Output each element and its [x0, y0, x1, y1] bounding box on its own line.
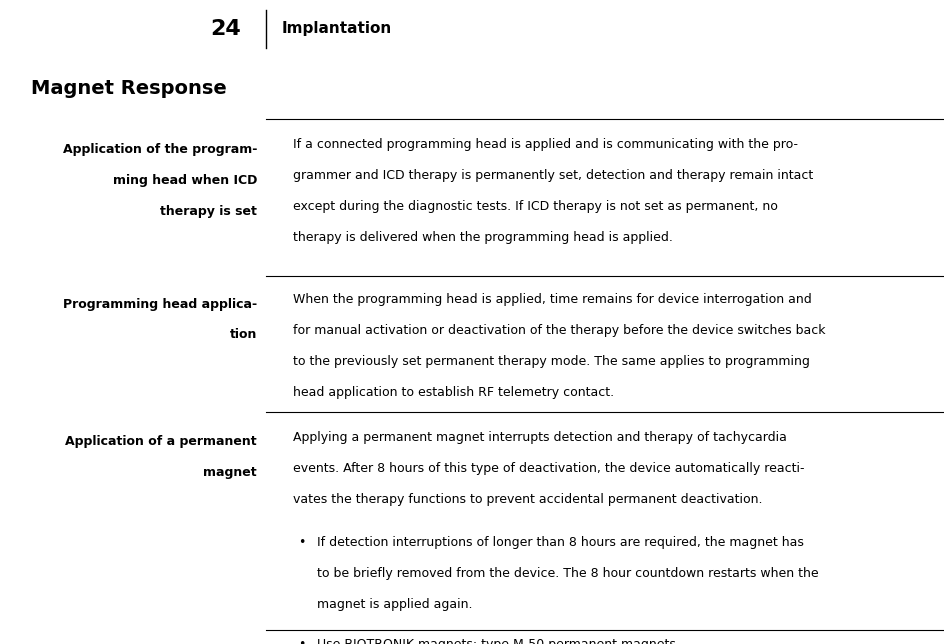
Text: Application of the program-: Application of the program-	[62, 143, 257, 156]
Text: for manual activation or deactivation of the therapy before the device switches : for manual activation or deactivation of…	[293, 324, 824, 337]
Text: 24: 24	[210, 19, 241, 39]
Text: Magnet Response: Magnet Response	[31, 79, 227, 99]
Text: tion: tion	[229, 328, 257, 341]
Text: When the programming head is applied, time remains for device interrogation and: When the programming head is applied, ti…	[293, 293, 811, 306]
Text: ming head when ICD: ming head when ICD	[112, 174, 257, 187]
Text: to be briefly removed from the device. The 8 hour countdown restarts when the: to be briefly removed from the device. T…	[316, 567, 818, 580]
Text: magnet is applied again.: magnet is applied again.	[316, 598, 472, 611]
Text: Applying a permanent magnet interrupts detection and therapy of tachycardia: Applying a permanent magnet interrupts d…	[293, 431, 786, 444]
Text: Use BIOTRONIK magnets: type M-50 permanent magnets.: Use BIOTRONIK magnets: type M-50 permane…	[316, 638, 679, 644]
Text: therapy is set: therapy is set	[160, 205, 257, 218]
Text: If a connected programming head is applied and is communicating with the pro-: If a connected programming head is appli…	[293, 138, 797, 151]
Text: events. After 8 hours of this type of deactivation, the device automatically rea: events. After 8 hours of this type of de…	[293, 462, 803, 475]
Text: •: •	[297, 638, 305, 644]
Text: Application of a permanent: Application of a permanent	[65, 435, 257, 448]
Text: •: •	[297, 536, 305, 549]
Text: magnet: magnet	[203, 466, 257, 478]
Text: therapy is delivered when the programming head is applied.: therapy is delivered when the programmin…	[293, 231, 672, 244]
Text: vates the therapy functions to prevent accidental permanent deactivation.: vates the therapy functions to prevent a…	[293, 493, 762, 506]
Text: except during the diagnostic tests. If ICD therapy is not set as permanent, no: except during the diagnostic tests. If I…	[293, 200, 777, 213]
Text: Programming head applica-: Programming head applica-	[63, 298, 257, 310]
Text: grammer and ICD therapy is permanently set, detection and therapy remain intact: grammer and ICD therapy is permanently s…	[293, 169, 813, 182]
Text: If detection interruptions of longer than 8 hours are required, the magnet has: If detection interruptions of longer tha…	[316, 536, 802, 549]
Text: to the previously set permanent therapy mode. The same applies to programming: to the previously set permanent therapy …	[293, 355, 809, 368]
Text: Implantation: Implantation	[281, 21, 392, 37]
Text: head application to establish RF telemetry contact.: head application to establish RF telemet…	[293, 386, 614, 399]
